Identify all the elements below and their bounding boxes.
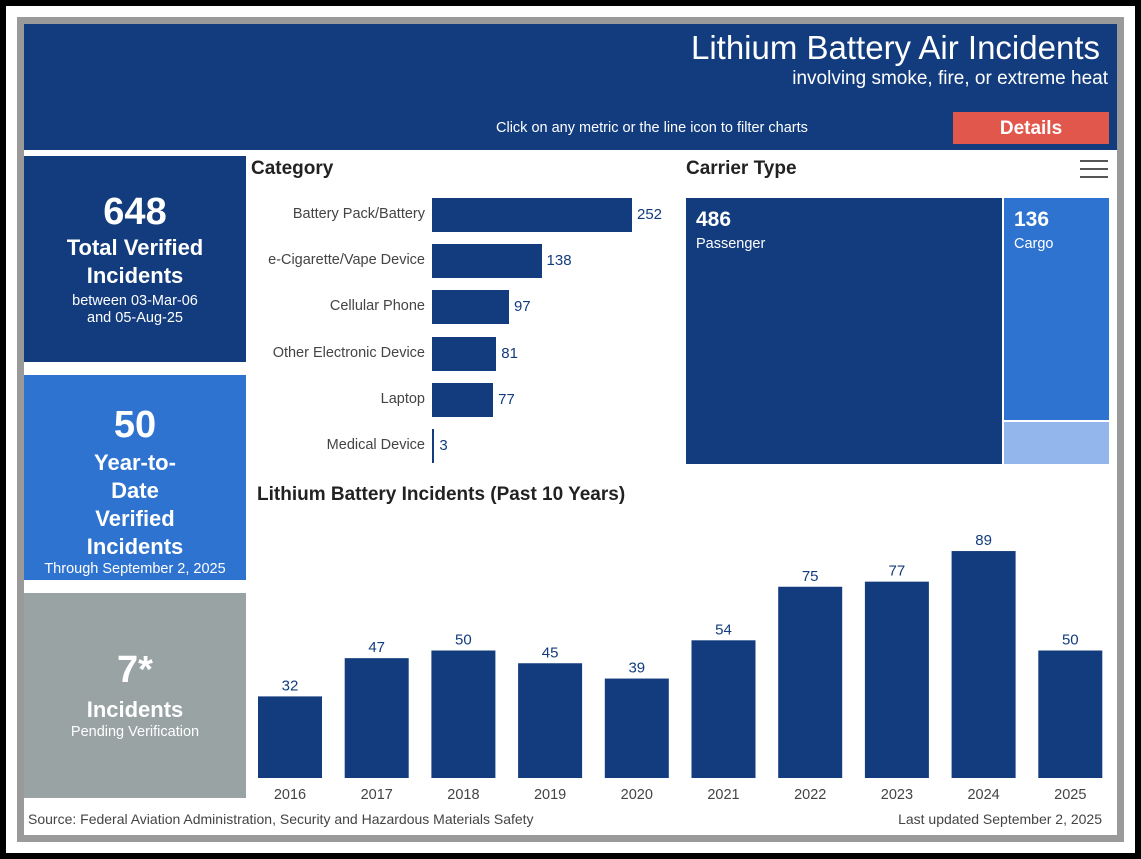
carrier-passenger-cell[interactable]: 486 Passenger	[686, 198, 1002, 464]
year-tick-label: 2023	[881, 787, 913, 803]
year-tick-label: 2024	[967, 787, 999, 803]
passenger-label: Passenger	[696, 236, 766, 252]
year-bar[interactable]	[951, 551, 1016, 778]
dashboard-title: Lithium Battery Air Incidents	[690, 29, 1100, 66]
year-value-label: 75	[802, 568, 819, 585]
category-label: Medical Device	[326, 437, 425, 453]
year-bar[interactable]	[778, 586, 843, 778]
total-incidents-value: 648	[103, 191, 167, 233]
details-button[interactable]: Details	[953, 112, 1109, 144]
total-incidents-range-start: between 03-Mar-06	[72, 293, 198, 309]
passenger-count: 486	[696, 208, 732, 231]
year-bar[interactable]	[604, 678, 669, 778]
category-label: Battery Pack/Battery	[292, 206, 425, 222]
carrier-other-cell[interactable]	[1004, 422, 1109, 464]
yearly-chart-title: Lithium Battery Incidents (Past 10 Years…	[257, 484, 626, 505]
total-incidents-range-end: and 05-Aug-25	[87, 310, 183, 326]
category-value-label: 81	[501, 344, 518, 362]
category-bar[interactable]	[432, 244, 542, 279]
category-value-label: 97	[513, 298, 531, 316]
category-bar[interactable]	[432, 336, 497, 371]
year-value-label: 39	[628, 660, 645, 677]
cargo-count: 136	[1014, 208, 1050, 231]
year-tick-label: 2022	[794, 787, 826, 803]
dashboard: Lithium Battery Air Incidents involving …	[24, 24, 1117, 835]
year-value-label: 47	[368, 639, 385, 656]
ytd-incidents-value: 50	[113, 404, 157, 446]
carrier-cargo-cell[interactable]: 136 Cargo	[1004, 198, 1109, 420]
ytd-incidents-through: Through September 2, 2025	[44, 561, 226, 577]
year-bar[interactable]	[518, 663, 583, 778]
year-tick-label: 2019	[534, 787, 566, 803]
category-value-label: 3	[439, 437, 448, 454]
ytd-incidents-label: Year-to-Date Verified Incidents	[86, 450, 184, 559]
pending-incidents-label: Incidents	[86, 697, 184, 722]
dashboard-subtitle: involving smoke, fire, or extreme heat	[792, 68, 1108, 89]
category-value-label: 138	[546, 252, 572, 270]
category-value-label: 252	[637, 206, 663, 223]
filter-hint: Click on any metric or the line icon to …	[496, 120, 808, 136]
pending-incidents-sub: Pending Verification	[70, 724, 200, 740]
year-bar[interactable]	[431, 650, 496, 779]
total-incidents-label: Total Verified Incidents	[66, 235, 204, 288]
category-label: Cellular Phone	[329, 298, 425, 315]
carrier-type-title: Carrier Type	[686, 158, 797, 179]
year-bar[interactable]	[258, 696, 322, 778]
pending-incidents-value: 7*	[117, 649, 153, 691]
last-updated: Last updated September 2, 2025	[898, 811, 1102, 827]
ytd-verified-incidents-card[interactable]: 50 Year-to-Date Verified Incidents Throu…	[24, 375, 246, 580]
year-value-label: 45	[542, 644, 559, 661]
category-bar[interactable]	[432, 382, 494, 417]
year-bar[interactable]	[344, 658, 409, 778]
pending-incidents-card[interactable]: 7* Incidents Pending Verification	[24, 593, 246, 798]
total-verified-incidents-card[interactable]: 648 Total Verified Incidents between 03-…	[24, 156, 246, 362]
category-bar[interactable]	[432, 429, 435, 463]
category-bar[interactable]	[432, 290, 509, 325]
category-label: e-Cigarette/Vape Device	[268, 252, 425, 269]
year-tick-label: 2021	[707, 787, 739, 803]
year-value-label: 54	[715, 621, 732, 638]
year-value-label: 32	[282, 677, 299, 694]
category-title: Category	[251, 158, 334, 179]
cargo-label: Cargo	[1014, 236, 1054, 252]
category-label: Other Electronic Device	[272, 344, 425, 361]
year-tick-label: 2018	[447, 787, 479, 803]
header-banner: Lithium Battery Air Incidents involving …	[24, 24, 1117, 150]
hamburger-menu-icon[interactable]	[1080, 158, 1108, 180]
year-bar[interactable]	[691, 640, 756, 778]
year-bar[interactable]	[1038, 650, 1103, 779]
year-tick-label: 2025	[1054, 787, 1086, 803]
year-value-label: 50	[1062, 632, 1079, 649]
year-value-label: 50	[455, 632, 472, 649]
year-bar[interactable]	[864, 581, 929, 778]
category-value-label: 77	[498, 390, 515, 408]
year-tick-label: 2016	[274, 787, 306, 803]
year-tick-label: 2020	[621, 787, 653, 803]
source-note: Source: Federal Aviation Administration,…	[28, 811, 534, 827]
category-bar[interactable]	[432, 198, 632, 232]
year-tick-label: 2017	[361, 787, 393, 803]
year-value-label: 77	[889, 563, 906, 580]
year-value-label: 89	[975, 532, 992, 549]
category-label: Laptop	[380, 390, 425, 407]
